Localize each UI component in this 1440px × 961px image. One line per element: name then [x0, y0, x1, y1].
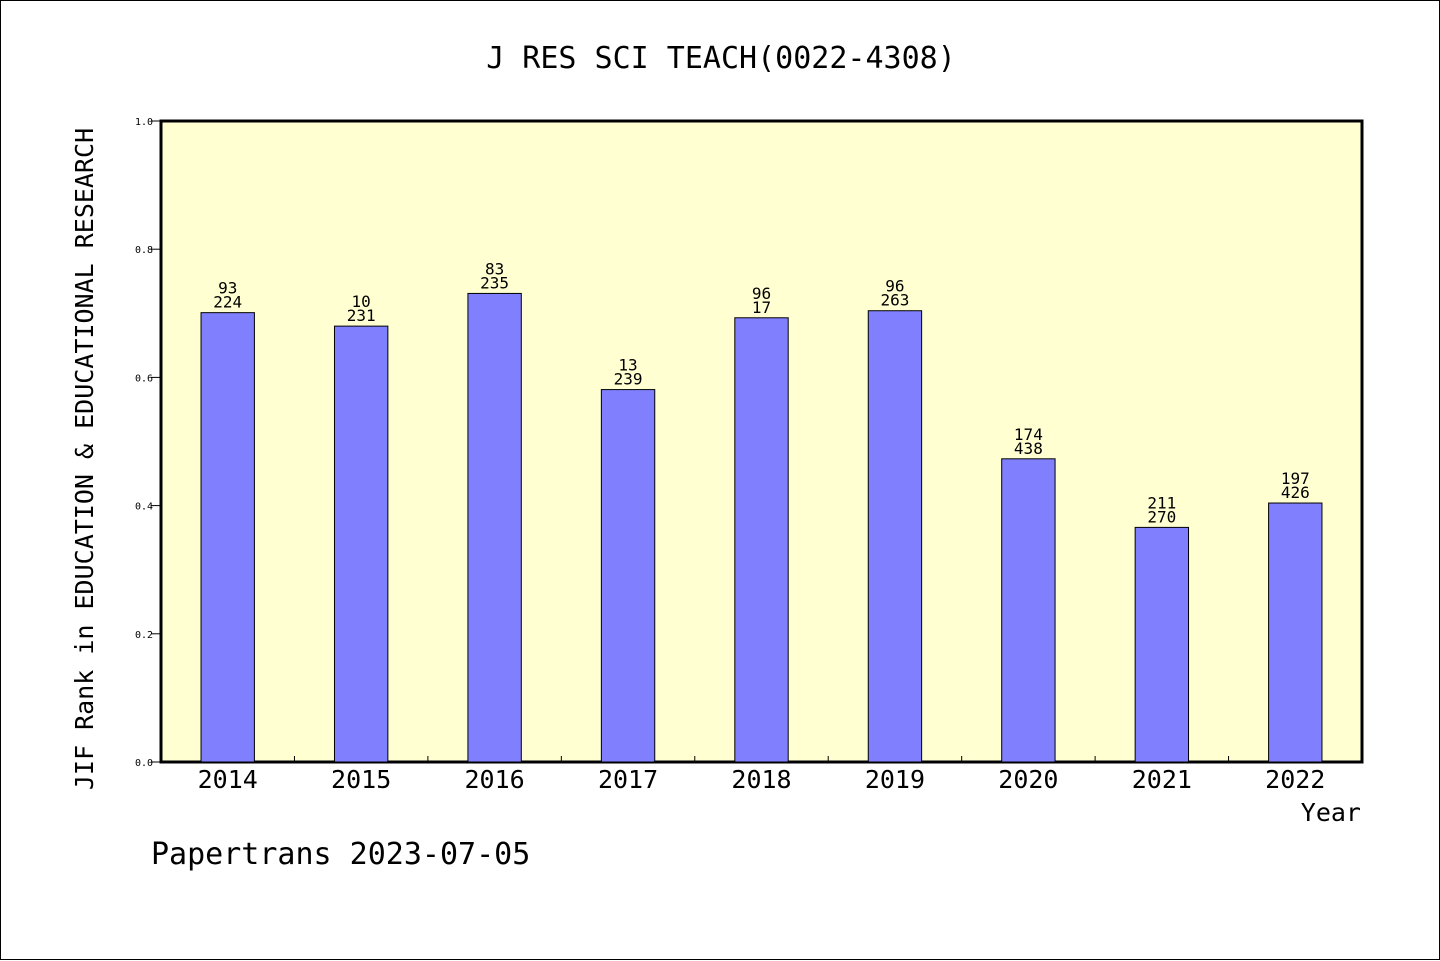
x-tick-label: 2019 [865, 765, 925, 794]
x-tick-label: 2020 [998, 765, 1058, 794]
bars [200, 292, 1323, 763]
x-tick-label: 2016 [465, 765, 525, 794]
bar-label-bottom: 263 [880, 291, 909, 310]
y-tick-label: 0.2 [135, 630, 153, 641]
x-tick-label: 2022 [1265, 765, 1325, 794]
x-axis-label: Year [1301, 798, 1361, 827]
bar-2022 [1268, 502, 1323, 763]
bar-label-bottom: 270 [1147, 507, 1176, 526]
bar-2017 [600, 389, 656, 763]
x-tick-label: 2014 [198, 765, 258, 794]
bar-label-top: 96 [752, 284, 771, 303]
bar-2018 [734, 317, 789, 763]
y-tick-label: 0.8 [135, 245, 153, 256]
bar-label-top: 197 [1281, 469, 1310, 488]
x-tick-label: 2018 [731, 765, 791, 794]
bar-label-top: 93 [218, 279, 237, 298]
y-tick-label: 0.6 [135, 373, 153, 384]
bar-label-bottom: 17 [752, 298, 771, 317]
y-tick-label: 0.4 [135, 502, 153, 513]
bar-label-top: 211 [1147, 493, 1176, 512]
bar-2015 [333, 325, 389, 763]
bar-2014 [200, 312, 255, 763]
bar-label-bottom: 239 [614, 370, 643, 389]
bar-2019 [867, 310, 923, 763]
bar-label-top: 13 [618, 356, 637, 375]
bar-label-bottom: 224 [213, 293, 242, 312]
bar-label-top: 96 [885, 277, 904, 296]
bar-label-top: 83 [485, 259, 504, 278]
x-tick-label: 2015 [331, 765, 391, 794]
y-axis-label: JIF Rank in EDUCATION & EDUCATIONAL RESE… [70, 128, 99, 790]
bar-label-bottom: 438 [1014, 439, 1043, 458]
bar-label-bottom: 231 [347, 306, 376, 325]
y-tick-label: 0.0 [135, 758, 153, 769]
footer-credit: Papertrans 2023-07-05 [151, 837, 530, 872]
x-tick-label: 2021 [1132, 765, 1192, 794]
bar-label-top: 10 [352, 292, 371, 311]
bar-2021 [1134, 526, 1190, 763]
y-axis-ticks: 0.0 0.2 0.4 0.6 0.8 1.0 [135, 117, 161, 769]
y-tick-label: 1.0 [135, 117, 153, 128]
bar-2016 [467, 292, 522, 763]
x-tick-label: 2017 [598, 765, 658, 794]
bar-label-bottom: 426 [1281, 483, 1310, 502]
bar-2020 [1001, 458, 1056, 763]
bar-label-bottom: 235 [480, 273, 509, 292]
chart-title: J RES SCI TEACH(0022-4308) [486, 41, 956, 76]
bar-label-top: 174 [1014, 425, 1043, 444]
x-axis-ticks: 2014 2015 2016 2017 2018 2019 2020 2021 2022 [198, 756, 1325, 794]
